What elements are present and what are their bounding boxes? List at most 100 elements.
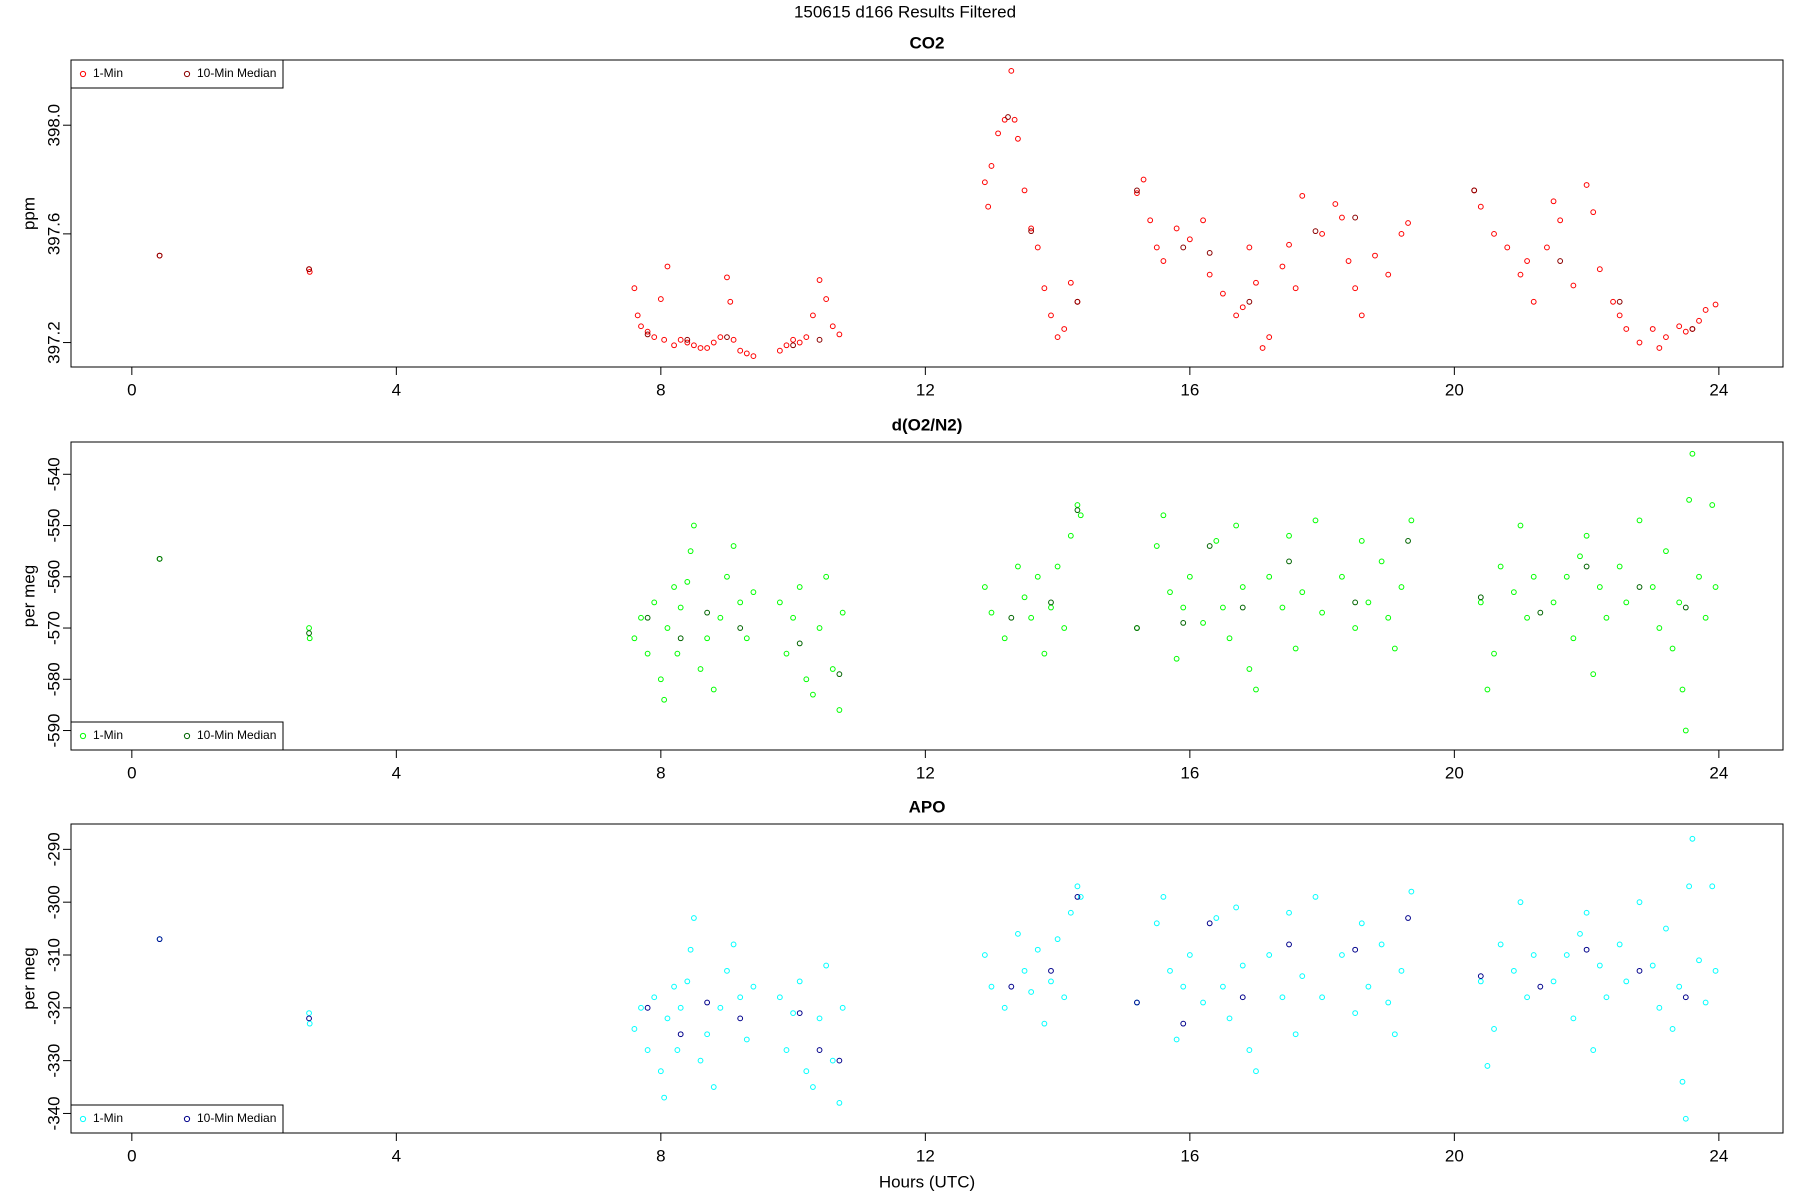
point: [677, 604, 684, 611]
point: [684, 339, 691, 346]
point: [803, 1068, 810, 1075]
point: [1636, 967, 1643, 974]
point: [737, 347, 744, 354]
point: [306, 630, 312, 637]
point: [829, 323, 836, 330]
point: [1405, 220, 1411, 226]
point: [829, 666, 836, 672]
point: [644, 328, 651, 335]
point: [1067, 909, 1074, 916]
point: [1570, 282, 1577, 289]
point: [1206, 249, 1213, 256]
point: [1385, 271, 1392, 278]
point: [823, 573, 830, 580]
point: [1077, 893, 1084, 900]
point: [783, 342, 790, 349]
point: [1239, 994, 1246, 1001]
point: [1596, 962, 1603, 969]
point: [697, 1057, 704, 1064]
point: [1636, 584, 1643, 590]
point: [1623, 978, 1630, 985]
point: [803, 676, 810, 683]
point: [1352, 599, 1359, 606]
point: [1610, 298, 1616, 305]
point: [1686, 497, 1693, 503]
point: [1636, 517, 1643, 524]
point: [687, 946, 694, 953]
x-tick-label: 0: [127, 763, 136, 782]
point: [1491, 1026, 1497, 1032]
point: [1676, 599, 1683, 606]
y-tick-label: -540: [44, 457, 63, 491]
point: [651, 994, 658, 1001]
point: [1034, 573, 1041, 580]
point: [1213, 538, 1220, 544]
x-tick-label: 20: [1445, 1146, 1464, 1165]
point: [1173, 655, 1180, 662]
point: [1266, 334, 1273, 341]
point: [1021, 594, 1028, 601]
point: [1259, 345, 1266, 351]
point: [1636, 339, 1643, 346]
point: [1048, 604, 1054, 611]
point: [816, 336, 823, 343]
point: [1524, 994, 1530, 1001]
point: [684, 336, 691, 343]
point: [684, 978, 691, 985]
point: [743, 350, 750, 357]
point: [674, 650, 681, 657]
x-tick-label: 16: [1180, 763, 1199, 782]
point: [631, 635, 638, 642]
point: [1391, 645, 1398, 652]
point: [1200, 620, 1206, 626]
x-tick-label: 4: [392, 1146, 401, 1165]
x-tick-label: 0: [127, 1146, 136, 1165]
point: [1206, 271, 1213, 278]
point: [1061, 994, 1068, 1001]
point: [1709, 883, 1716, 890]
point: [704, 1031, 711, 1038]
point: [1477, 599, 1484, 606]
point: [1253, 1068, 1259, 1075]
x-tick-label: 4: [392, 380, 401, 399]
point: [776, 347, 783, 354]
legend-box: [70, 721, 284, 751]
point: [790, 1010, 796, 1016]
point: [1616, 312, 1623, 319]
point: [1550, 198, 1557, 205]
x-tick-label: 12: [916, 380, 935, 399]
point: [638, 614, 644, 621]
point: [677, 1031, 684, 1038]
point: [1186, 952, 1193, 958]
legend-marker: [183, 70, 191, 78]
point: [1669, 645, 1676, 652]
point: [1663, 548, 1669, 555]
point: [156, 555, 163, 562]
point: [796, 640, 803, 647]
point: [1246, 298, 1253, 305]
point: [1021, 187, 1028, 194]
point: [1702, 999, 1709, 1006]
point: [677, 635, 684, 642]
point: [674, 1047, 681, 1053]
point: [1557, 258, 1564, 264]
point: [1180, 983, 1187, 990]
point: [1491, 230, 1497, 237]
point: [1679, 686, 1686, 693]
point: [710, 339, 717, 346]
point: [664, 263, 671, 270]
point: [1286, 241, 1292, 248]
point: [1279, 604, 1286, 611]
point: [1682, 604, 1689, 611]
x-tick-label: 20: [1445, 380, 1464, 399]
y-tick-label: -570: [44, 611, 63, 645]
point: [730, 543, 737, 549]
point: [1504, 244, 1511, 251]
point: [1544, 244, 1550, 251]
point: [836, 1057, 843, 1064]
point: [1398, 967, 1405, 974]
point: [1028, 989, 1035, 995]
point: [1696, 957, 1702, 964]
point: [1239, 584, 1246, 590]
point: [634, 312, 641, 319]
